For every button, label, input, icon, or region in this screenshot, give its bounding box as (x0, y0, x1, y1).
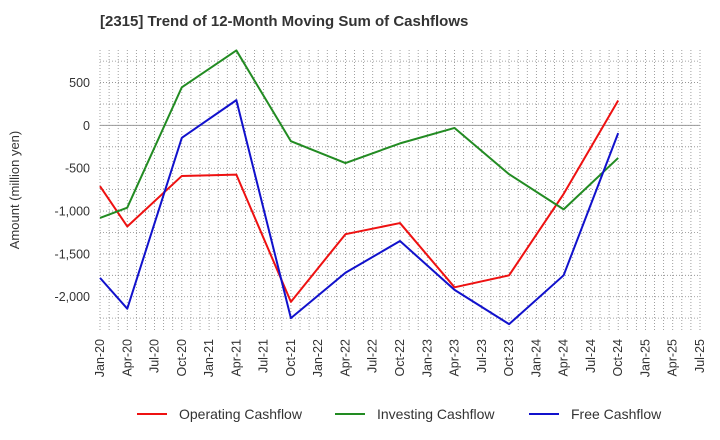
series-line-investing-cashflow (99, 49, 619, 219)
x-tick-label: Jul-21 (257, 339, 271, 373)
y-tick-label: -500 (65, 162, 90, 176)
x-tick-label: Jan-24 (529, 339, 543, 377)
x-tick-label: Apr-21 (229, 339, 243, 377)
series-layer (99, 49, 620, 326)
x-tick-label: Apr-23 (448, 339, 462, 377)
y-tick-label: 0 (83, 119, 90, 133)
x-tick-label: Apr-25 (666, 339, 680, 377)
x-tick-label: Jul-22 (366, 339, 380, 373)
x-tick-label: Apr-24 (557, 339, 571, 377)
chart-title: [2315] Trend of 12-Month Moving Sum of C… (100, 13, 469, 30)
legend: Operating Cashflow Investing Cashflow Free… (137, 406, 662, 422)
y-tick-label: -1,500 (55, 247, 90, 261)
x-tick-label: Apr-22 (338, 339, 352, 377)
x-tick-label: Jul-23 (475, 339, 489, 373)
y-tick-label: 500 (69, 76, 90, 90)
grid-layer (99, 50, 701, 331)
y-axis-title: Amount (million yen) (7, 131, 22, 250)
x-tick-label: Oct-24 (611, 339, 625, 377)
x-tick-label: Jan-25 (638, 339, 652, 377)
y-tick-label: -2,000 (55, 290, 90, 304)
x-tick-label: Jan-23 (420, 339, 434, 377)
x-tick-label: Jul-20 (148, 339, 162, 373)
legend-label-free-cashflow: Free Cashflow (571, 406, 662, 422)
y-tick-label: -1,000 (55, 205, 90, 219)
x-tick-label: Apr-20 (120, 339, 134, 377)
x-tick-label: Oct-23 (502, 339, 516, 377)
x-tick-label: Jan-22 (311, 339, 325, 377)
x-tick-label: Jul-25 (693, 339, 707, 373)
x-tick-label: Oct-22 (393, 339, 407, 377)
x-tick-label: Oct-20 (175, 339, 189, 377)
x-tick-label: Jan-20 (93, 339, 107, 377)
axis-layer: 500 0 -500 -1,000 -1,500 -2,000 Jan-20 Apr-20 Ju… (55, 76, 707, 377)
legend-label-investing-cashflow: Investing Cashflow (377, 406, 495, 422)
x-tick-label: Jul-24 (584, 339, 598, 373)
legend-label-operating-cashflow: Operating Cashflow (179, 406, 303, 422)
x-tick-label: Oct-21 (284, 339, 298, 377)
x-tick-label: Jan-21 (202, 339, 216, 377)
series-line-free-cashflow (99, 99, 620, 326)
